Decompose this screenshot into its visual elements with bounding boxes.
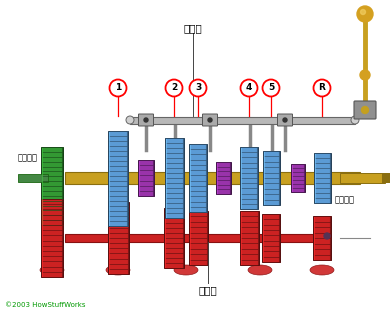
Bar — [138, 160, 154, 196]
Circle shape — [360, 70, 370, 80]
Bar — [18, 174, 48, 182]
Bar — [386, 173, 387, 183]
Bar — [384, 173, 386, 183]
Circle shape — [165, 80, 183, 96]
Circle shape — [362, 106, 368, 114]
Bar — [164, 208, 184, 268]
Circle shape — [361, 9, 366, 14]
Bar — [41, 199, 63, 277]
Text: R: R — [319, 84, 325, 93]
Bar — [108, 202, 129, 274]
Bar — [189, 144, 207, 212]
Bar — [188, 211, 208, 265]
Ellipse shape — [310, 265, 334, 275]
Text: 3: 3 — [195, 84, 201, 93]
Circle shape — [240, 80, 258, 96]
Ellipse shape — [106, 265, 130, 275]
Text: 1: 1 — [115, 84, 121, 93]
Circle shape — [324, 233, 330, 239]
Ellipse shape — [40, 265, 64, 275]
Bar — [165, 138, 183, 218]
Bar — [65, 172, 360, 184]
Bar — [291, 164, 305, 192]
Bar — [262, 214, 280, 262]
Bar — [314, 153, 330, 203]
Text: 5: 5 — [268, 84, 274, 93]
Ellipse shape — [126, 116, 134, 124]
Circle shape — [262, 80, 280, 96]
Circle shape — [109, 80, 127, 96]
Bar — [130, 117, 355, 124]
Circle shape — [144, 118, 148, 122]
Bar — [240, 211, 258, 265]
Circle shape — [357, 6, 373, 22]
Text: 4: 4 — [246, 84, 252, 93]
Text: 换档叉: 换档叉 — [184, 23, 203, 33]
Text: 至发动机: 至发动机 — [18, 153, 38, 162]
Bar — [65, 234, 325, 242]
Circle shape — [283, 118, 287, 122]
Bar — [382, 173, 384, 183]
Ellipse shape — [174, 265, 198, 275]
Text: 中间轴: 中间轴 — [199, 285, 217, 295]
Ellipse shape — [351, 116, 359, 124]
Bar — [240, 147, 258, 209]
Bar — [262, 151, 280, 205]
FancyBboxPatch shape — [354, 101, 376, 119]
Text: 至差速器: 至差速器 — [335, 196, 355, 204]
Circle shape — [208, 118, 212, 122]
Text: ©2003 HowStuffWorks: ©2003 HowStuffWorks — [5, 302, 86, 308]
FancyBboxPatch shape — [138, 114, 154, 126]
Bar — [313, 216, 331, 260]
Text: 2: 2 — [171, 84, 177, 93]
FancyBboxPatch shape — [278, 114, 292, 126]
FancyBboxPatch shape — [203, 114, 217, 126]
Bar — [41, 147, 63, 225]
Bar — [388, 173, 389, 183]
Ellipse shape — [248, 265, 272, 275]
Bar — [215, 162, 231, 194]
Circle shape — [314, 80, 330, 96]
Bar — [340, 173, 385, 183]
Circle shape — [190, 80, 206, 96]
Bar — [108, 131, 128, 225]
